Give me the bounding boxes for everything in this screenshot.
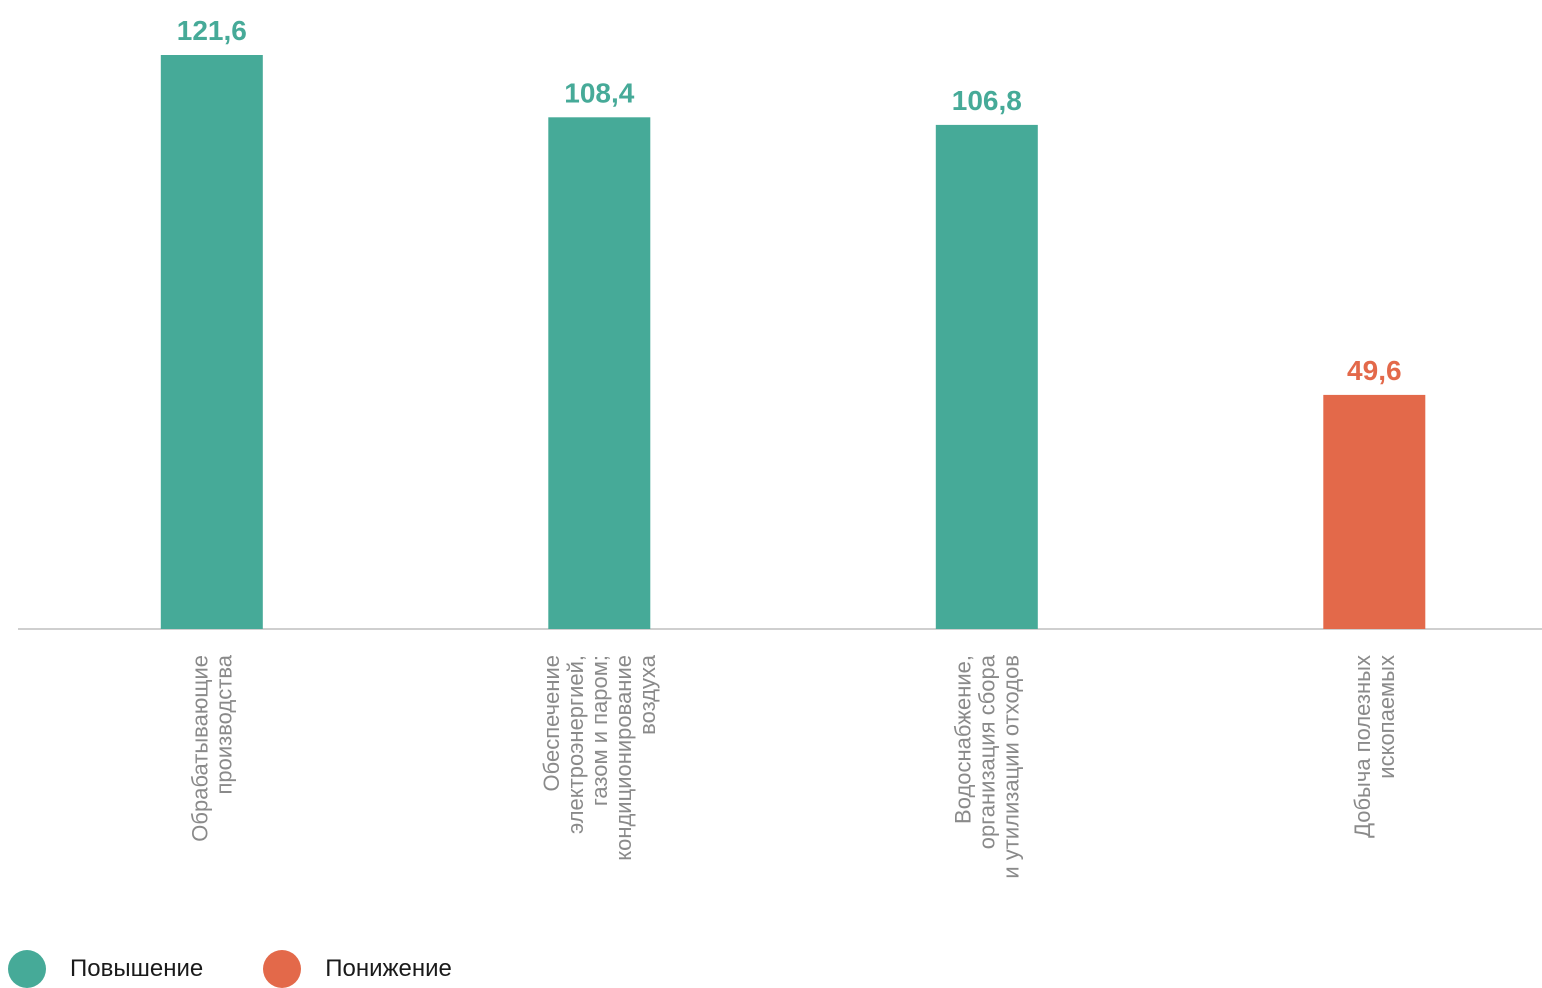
category-label-4: Добыча полезныхископаемых xyxy=(1350,655,1399,838)
legend-increase-label: Повышение xyxy=(70,955,204,982)
category-label-line: организация сбора xyxy=(975,654,1000,849)
category-label-line: Добыча полезных xyxy=(1350,655,1375,838)
bar-value-label-4: 49,6 xyxy=(1347,355,1402,386)
category-label-line: электроэнергией, xyxy=(563,655,588,834)
category-label-line: ископаемых xyxy=(1374,655,1399,779)
category-label-line: воздуха xyxy=(635,654,660,735)
bar-value-label-2: 108,4 xyxy=(564,77,634,108)
legend-decrease-dot-icon xyxy=(263,950,302,988)
legend: Повышение Понижение xyxy=(8,950,512,988)
category-label-line: Водоснабжение, xyxy=(951,655,976,824)
category-label-line: производства xyxy=(212,654,237,794)
svg-text:Добыча полезныхископаемых: Добыча полезныхископаемых xyxy=(1350,655,1399,838)
category-label-line: газом и паром; xyxy=(587,655,612,806)
bar-value-label-1: 121,6 xyxy=(177,15,247,46)
legend-increase-dot-icon xyxy=(8,950,46,988)
bar-1 xyxy=(160,55,263,629)
svg-text:Водоснабжение,организация сбор: Водоснабжение,организация сбораи утилиза… xyxy=(951,654,1024,878)
legend-decrease-label: Понижение xyxy=(325,955,452,982)
category-label-line: и утилизации отходов xyxy=(999,655,1024,879)
bar-2 xyxy=(548,117,651,630)
bar-value-label-3: 106,8 xyxy=(952,85,1022,116)
bar-3 xyxy=(935,124,1038,630)
category-label-line: Обеспечение xyxy=(539,655,564,792)
category-label-3: Водоснабжение,организация сбораи утилиза… xyxy=(951,654,1024,878)
bar-4 xyxy=(1323,394,1426,629)
category-label-line: Обрабатывающие xyxy=(188,655,213,842)
category-label-line: кондиционирование xyxy=(611,655,636,861)
svg-text:Обеспечениеэлектроэнергией,газ: Обеспечениеэлектроэнергией,газом и паром… xyxy=(539,654,660,861)
legend-item-increase: Повышение xyxy=(8,950,203,988)
legend-item-decrease: Понижение xyxy=(263,950,452,988)
category-label-2: Обеспечениеэлектроэнергией,газом и паром… xyxy=(539,654,660,861)
svg-text:Обрабатывающиепроизводства: Обрабатывающиепроизводства xyxy=(188,654,237,841)
category-label-1: Обрабатывающиепроизводства xyxy=(188,654,237,841)
